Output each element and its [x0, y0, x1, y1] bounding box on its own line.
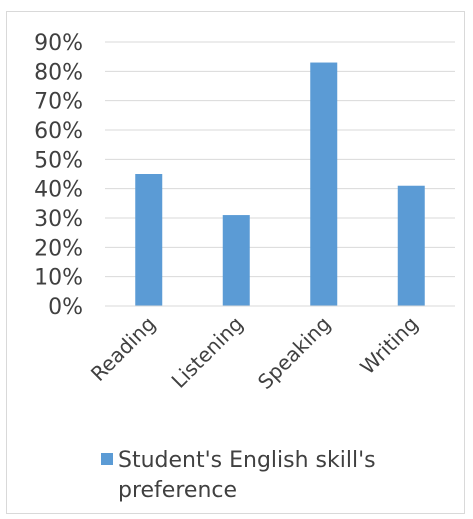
x-category-label: Listening: [167, 312, 248, 393]
y-axis-ticks: 0% 10% 20% 30% 40% 50% 60% 70% 80% 90%: [34, 31, 83, 320]
y-tick-label: 70%: [34, 90, 83, 115]
legend: Student's English skill's preference: [101, 448, 376, 503]
y-tick-label: 10%: [34, 266, 83, 291]
bar-speaking: [310, 62, 338, 307]
bar-listening: [222, 215, 250, 306]
x-category-label: Reading: [86, 312, 160, 386]
y-tick-label: 30%: [34, 207, 83, 232]
legend-swatch: [101, 453, 113, 465]
y-tick-label: 60%: [34, 119, 83, 144]
legend-label-line-1: Student's English skill's: [118, 448, 376, 473]
bars: [135, 62, 425, 307]
x-category-label: Speaking: [253, 312, 335, 394]
y-tick-label: 0%: [48, 295, 83, 320]
bar-writing: [397, 185, 425, 306]
x-axis-categories: Reading Listening Speaking Writing: [86, 312, 423, 394]
y-tick-label: 40%: [34, 178, 83, 203]
y-tick-label: 90%: [34, 31, 83, 56]
y-tick-label: 80%: [34, 60, 83, 85]
x-category-label: Writing: [355, 312, 422, 379]
y-tick-label: 20%: [34, 236, 83, 261]
y-tick-label: 50%: [34, 148, 83, 173]
bar-reading: [135, 174, 163, 306]
gridlines: [105, 41, 455, 278]
legend-label-line-2: preference: [118, 478, 237, 503]
